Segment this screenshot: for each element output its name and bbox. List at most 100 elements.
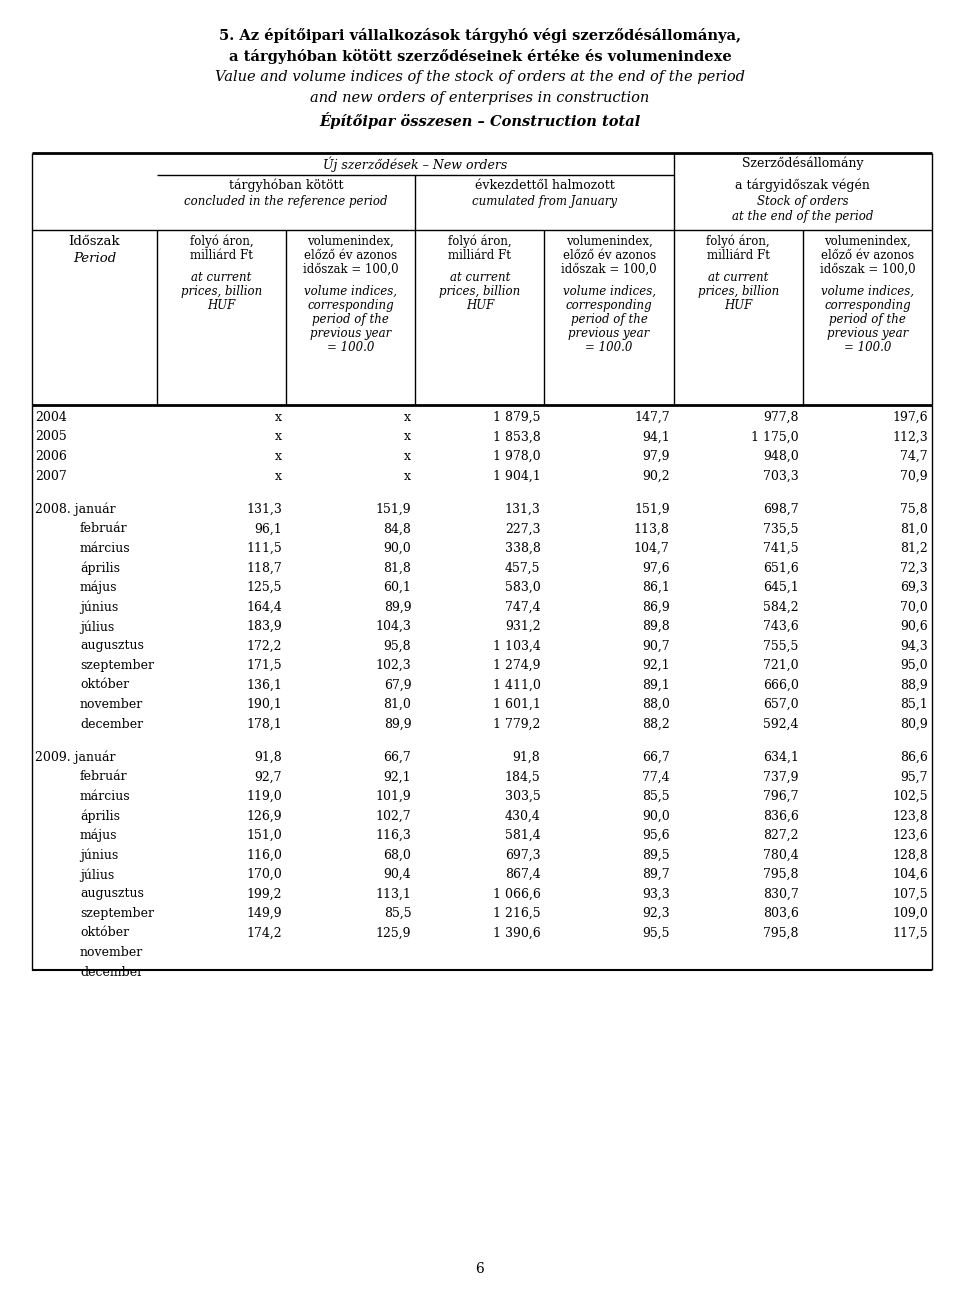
- Text: 81,2: 81,2: [900, 543, 928, 556]
- Text: szeptember: szeptember: [80, 907, 154, 920]
- Text: 72,3: 72,3: [900, 562, 928, 575]
- Text: 697,3: 697,3: [505, 849, 540, 862]
- Text: 97,9: 97,9: [642, 450, 670, 463]
- Text: 101,9: 101,9: [375, 790, 411, 803]
- Text: period of the: period of the: [312, 313, 389, 326]
- Text: szeptember: szeptember: [80, 659, 154, 672]
- Text: 592,4: 592,4: [763, 718, 799, 731]
- Text: 74,7: 74,7: [900, 450, 928, 463]
- Text: volume indices,: volume indices,: [821, 286, 914, 299]
- Text: 172,2: 172,2: [247, 640, 282, 653]
- Text: corresponding: corresponding: [565, 299, 653, 312]
- Text: 90,4: 90,4: [384, 868, 411, 881]
- Text: június: június: [80, 849, 118, 862]
- Text: 737,9: 737,9: [763, 771, 799, 784]
- Text: 113,1: 113,1: [375, 888, 411, 901]
- Text: volume indices,: volume indices,: [563, 286, 656, 299]
- Text: 66,7: 66,7: [642, 752, 670, 765]
- Text: 125,5: 125,5: [247, 582, 282, 594]
- Text: period of the: period of the: [829, 313, 906, 326]
- Text: 151,9: 151,9: [634, 504, 670, 517]
- Text: corresponding: corresponding: [824, 299, 911, 312]
- Text: 1 779,2: 1 779,2: [493, 718, 540, 731]
- Text: prices, billion: prices, billion: [440, 286, 520, 299]
- Text: previous year: previous year: [568, 327, 650, 340]
- Text: november: november: [80, 946, 143, 959]
- Text: 75,8: 75,8: [900, 504, 928, 517]
- Text: x: x: [404, 450, 411, 463]
- Text: 81,0: 81,0: [383, 698, 411, 711]
- Text: 93,3: 93,3: [642, 888, 670, 901]
- Text: prices, billion: prices, billion: [180, 286, 262, 299]
- Text: 85,1: 85,1: [900, 698, 928, 711]
- Text: 90,7: 90,7: [642, 640, 670, 653]
- Text: 2007: 2007: [35, 470, 67, 483]
- Text: 95,5: 95,5: [642, 927, 670, 940]
- Text: 666,0: 666,0: [763, 679, 799, 692]
- Text: február: február: [80, 771, 128, 784]
- Text: február: február: [80, 523, 128, 536]
- Text: 171,5: 171,5: [247, 659, 282, 672]
- Text: milliárd Ft: milliárd Ft: [190, 249, 253, 262]
- Text: előző év azonos: előző év azonos: [821, 249, 914, 262]
- Text: 88,0: 88,0: [642, 698, 670, 711]
- Text: 128,8: 128,8: [892, 849, 928, 862]
- Text: concluded in the reference period: concluded in the reference period: [184, 195, 388, 208]
- Text: 741,5: 741,5: [763, 543, 799, 556]
- Text: x: x: [404, 431, 411, 444]
- Text: Stock of orders: Stock of orders: [757, 195, 849, 208]
- Text: 830,7: 830,7: [763, 888, 799, 901]
- Text: 89,9: 89,9: [384, 718, 411, 731]
- Text: 657,0: 657,0: [763, 698, 799, 711]
- Text: 117,5: 117,5: [893, 927, 928, 940]
- Text: 795,8: 795,8: [763, 927, 799, 940]
- Text: október: október: [80, 679, 130, 692]
- Text: cumulated from January: cumulated from January: [472, 195, 617, 208]
- Text: 149,9: 149,9: [247, 907, 282, 920]
- Text: Építőipar összesen – Construction total: Építőipar összesen – Construction total: [320, 112, 640, 129]
- Text: 151,0: 151,0: [247, 829, 282, 842]
- Text: 645,1: 645,1: [763, 582, 799, 594]
- Text: at the end of the period: at the end of the period: [732, 210, 874, 223]
- Text: 89,1: 89,1: [642, 679, 670, 692]
- Text: Új szerződések – New orders: Új szerződések – New orders: [324, 157, 508, 173]
- Text: 88,9: 88,9: [900, 679, 928, 692]
- Text: 89,8: 89,8: [642, 620, 670, 633]
- Text: volumenindex,: volumenindex,: [565, 235, 653, 248]
- Text: 721,0: 721,0: [763, 659, 799, 672]
- Text: 747,4: 747,4: [505, 601, 540, 614]
- Text: 2008. január: 2008. január: [35, 504, 115, 517]
- Text: augusztus: augusztus: [80, 640, 144, 653]
- Text: volumenindex,: volumenindex,: [824, 235, 911, 248]
- Text: 1 103,4: 1 103,4: [492, 640, 540, 653]
- Text: április: április: [80, 562, 120, 575]
- Text: 125,9: 125,9: [375, 927, 411, 940]
- Text: 1 274,9: 1 274,9: [493, 659, 540, 672]
- Text: 430,4: 430,4: [505, 810, 540, 823]
- Text: = 100.0: = 100.0: [586, 341, 633, 354]
- Text: x: x: [276, 411, 282, 424]
- Text: HUF: HUF: [207, 299, 236, 312]
- Text: prices, billion: prices, billion: [698, 286, 779, 299]
- Text: 170,0: 170,0: [247, 868, 282, 881]
- Text: at current: at current: [449, 271, 510, 284]
- Text: 634,1: 634,1: [763, 752, 799, 765]
- Text: 85,5: 85,5: [384, 907, 411, 920]
- Text: július: július: [80, 620, 114, 633]
- Text: 86,1: 86,1: [642, 582, 670, 594]
- Text: period of the: period of the: [570, 313, 648, 326]
- Text: 90,2: 90,2: [642, 470, 670, 483]
- Text: 92,1: 92,1: [384, 771, 411, 784]
- Text: 178,1: 178,1: [247, 718, 282, 731]
- Text: 123,8: 123,8: [892, 810, 928, 823]
- Text: időszak = 100,0: időszak = 100,0: [303, 263, 398, 276]
- Text: volumenindex,: volumenindex,: [307, 235, 395, 248]
- Text: 92,3: 92,3: [642, 907, 670, 920]
- Text: 164,4: 164,4: [247, 601, 282, 614]
- Text: 77,4: 77,4: [642, 771, 670, 784]
- Text: 147,7: 147,7: [634, 411, 670, 424]
- Text: időszak = 100,0: időszak = 100,0: [820, 263, 915, 276]
- Text: 131,3: 131,3: [247, 504, 282, 517]
- Text: 80,9: 80,9: [900, 718, 928, 731]
- Text: 88,2: 88,2: [642, 718, 670, 731]
